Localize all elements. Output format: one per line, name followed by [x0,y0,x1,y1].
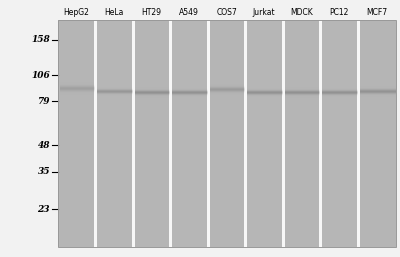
Text: 79: 79 [38,96,50,106]
Text: Jurkat: Jurkat [253,8,275,17]
Text: COS7: COS7 [217,8,237,17]
Text: MCF7: MCF7 [366,8,388,17]
Text: 48: 48 [38,141,50,150]
Text: PC12: PC12 [329,8,349,17]
Text: 158: 158 [31,35,50,44]
Text: 23: 23 [38,205,50,214]
Text: HT29: HT29 [141,8,161,17]
Text: 106: 106 [31,70,50,79]
Text: 35: 35 [38,168,50,177]
Bar [58,20,396,247]
Text: HepG2: HepG2 [63,8,89,17]
Text: MDCK: MDCK [291,8,313,17]
Text: A549: A549 [179,8,199,17]
Text: HeLa: HeLa [104,8,124,17]
